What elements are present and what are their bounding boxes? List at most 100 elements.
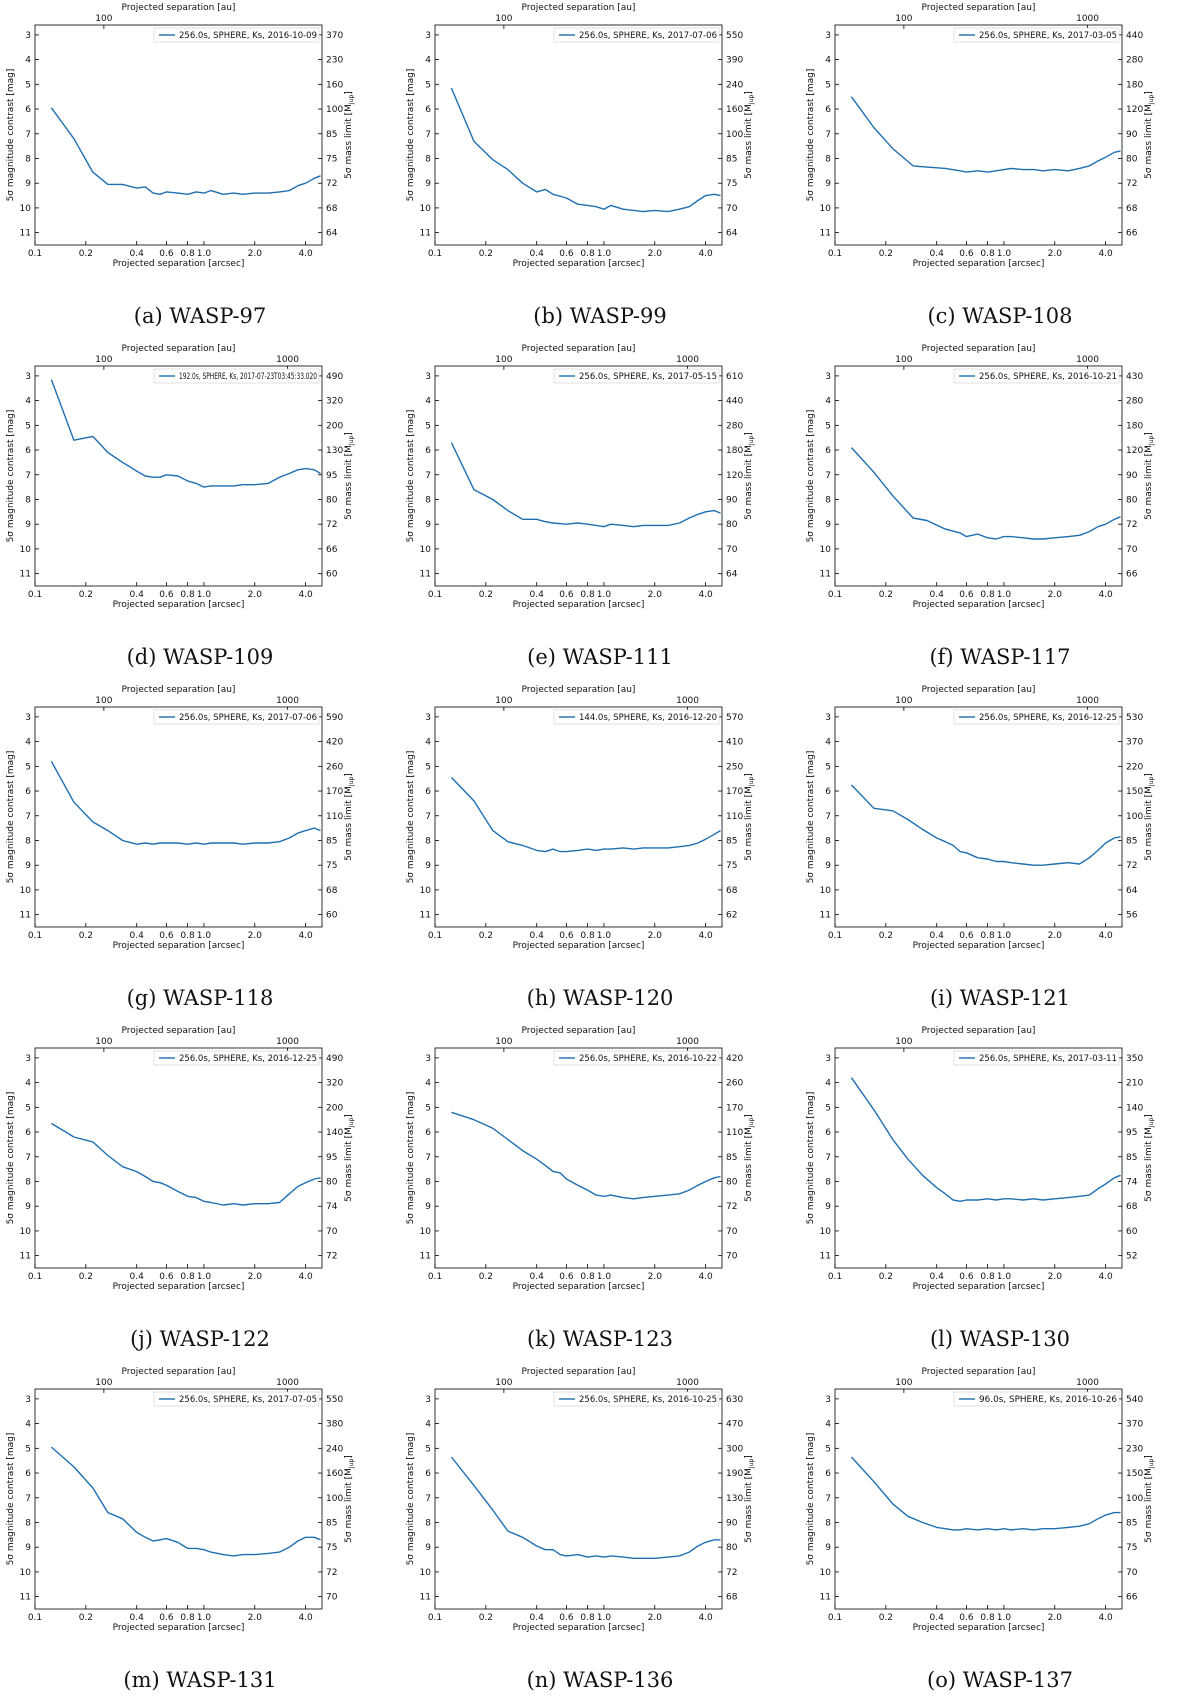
mass-tick-label: 68 bbox=[1126, 1202, 1138, 1212]
mass-tick-label: 72 bbox=[326, 1568, 337, 1578]
mass-tick-label: 150 bbox=[1126, 787, 1143, 797]
plot-frame bbox=[434, 1388, 723, 1610]
x-tick-label: 0.8 bbox=[180, 249, 195, 259]
y-tick-label: 9 bbox=[825, 520, 831, 530]
x-tick-label: 0.6 bbox=[159, 931, 174, 941]
y-tick-label: 11 bbox=[420, 229, 431, 239]
y-axis-label: 5σ magnitude contrast [mag] bbox=[806, 1092, 816, 1225]
legend-box bbox=[553, 1391, 720, 1407]
y-tick-label: 3 bbox=[25, 1395, 31, 1405]
x-tick-label: 0.4 bbox=[130, 590, 145, 600]
mass-tick-label: 85 bbox=[1126, 1153, 1137, 1163]
x-tick-label: 4.0 bbox=[698, 590, 713, 600]
legend-text: 256.0s, SPHERE, Ks, 2017-03-11 bbox=[979, 1054, 1117, 1064]
mass-tick-label: 56 bbox=[1126, 911, 1138, 921]
y-tick-label: 11 bbox=[820, 911, 831, 921]
x-tick-label: 0.4 bbox=[530, 1613, 545, 1623]
mass-tick-label: 170 bbox=[726, 1103, 743, 1113]
y-tick-label: 4 bbox=[425, 397, 431, 407]
y-tick-label: 3 bbox=[425, 372, 431, 382]
mass-tick-label: 60 bbox=[326, 911, 338, 921]
contrast-curve-line bbox=[50, 107, 321, 196]
au-tick-label: 1000 bbox=[1076, 696, 1099, 706]
x-tick-label: 1.0 bbox=[197, 249, 212, 259]
mass-tick-label: 66 bbox=[1126, 229, 1138, 239]
chart-svg-k: Projected separation [au] 100 1000 0.1 0.2 0.… bbox=[406, 1026, 755, 1292]
chart-svg-l: Projected separation [au] 100 0.1 0.2 0.4 0.6… bbox=[806, 1026, 1155, 1292]
y-tick-label: 5 bbox=[825, 80, 831, 90]
legend-box bbox=[553, 1050, 720, 1066]
contrast-curve-line bbox=[450, 1456, 721, 1560]
y-tick-label: 9 bbox=[425, 1543, 431, 1553]
x-tick-label: 0.1 bbox=[28, 1613, 42, 1623]
top-axis-label: Projected separation [au] bbox=[122, 685, 236, 695]
top-axis-label: Projected separation [au] bbox=[122, 1367, 236, 1377]
x-axis-label: Projected separation [arcsec] bbox=[513, 259, 645, 269]
y-tick-label: 8 bbox=[25, 495, 31, 505]
x-tick-label: 4.0 bbox=[698, 249, 713, 259]
mass-tick-label: 380 bbox=[326, 1420, 343, 1430]
x-tick-label: 0.4 bbox=[930, 590, 945, 600]
x-tick-label: 1.0 bbox=[597, 590, 612, 600]
panel-caption: (f) WASP-117 bbox=[929, 645, 1071, 669]
y-tick-label: 7 bbox=[425, 471, 431, 481]
chart-panel-h: Projected separation [au] 100 1000 0.1 0.2 0.… bbox=[400, 682, 800, 1023]
mass-tick-label: 72 bbox=[726, 1202, 737, 1212]
x-tick-label: 0.8 bbox=[980, 590, 995, 600]
y-tick-label: 8 bbox=[425, 836, 431, 846]
y-axis-label: 5σ magnitude contrast [mag] bbox=[406, 410, 416, 543]
mass-tick-label: 75 bbox=[1126, 1543, 1137, 1553]
au-tick-label: 1000 bbox=[276, 696, 299, 706]
panel-caption: (j) WASP-122 bbox=[130, 1327, 270, 1351]
legend-box bbox=[553, 368, 720, 384]
y-tick-label: 6 bbox=[425, 1128, 431, 1138]
chart-panel-k: Projected separation [au] 100 1000 0.1 0.2 0.… bbox=[400, 1023, 800, 1364]
x-tick-label: 0.2 bbox=[479, 590, 493, 600]
x-tick-label: 2.0 bbox=[648, 590, 663, 600]
legend-box bbox=[153, 27, 320, 43]
y-tick-label: 9 bbox=[425, 861, 431, 871]
y-tick-label: 7 bbox=[825, 471, 831, 481]
plot-frame bbox=[434, 706, 723, 928]
chart-panel-l: Projected separation [au] 100 0.1 0.2 0.4 0.6… bbox=[800, 1023, 1200, 1364]
mass-tick-label: 170 bbox=[326, 787, 343, 797]
plot-frame bbox=[834, 365, 1123, 587]
contrast-curve-line bbox=[50, 379, 321, 488]
mass-tick-label: 64 bbox=[726, 229, 738, 239]
y-tick-label: 7 bbox=[825, 130, 831, 140]
chart-panel-o: Projected separation [au] 100 1000 0.1 0.2 0.… bbox=[800, 1364, 1200, 1705]
y-tick-label: 3 bbox=[25, 31, 31, 41]
mass-tick-label: 440 bbox=[726, 397, 743, 407]
x-tick-label: 0.4 bbox=[930, 1613, 945, 1623]
mass-axis-label: 5σ mass limit [MJup] bbox=[1144, 432, 1155, 520]
y-tick-label: 11 bbox=[420, 911, 431, 921]
y-tick-label: 11 bbox=[820, 1252, 831, 1262]
x-tick-label: 4.0 bbox=[1098, 1272, 1113, 1282]
mass-tick-label: 95 bbox=[1126, 1128, 1137, 1138]
mass-tick-label: 85 bbox=[326, 836, 337, 846]
mass-tick-label: 470 bbox=[726, 1420, 743, 1430]
x-tick-label: 0.1 bbox=[28, 931, 42, 941]
mass-tick-label: 62 bbox=[726, 911, 737, 921]
x-tick-label: 4.0 bbox=[298, 931, 313, 941]
au-tick-label: 1000 bbox=[276, 1378, 299, 1388]
legend-text: 256.0s, SPHERE, Ks, 2017-07-05 bbox=[179, 1395, 317, 1405]
y-axis-label: 5σ magnitude contrast [mag] bbox=[806, 1433, 816, 1566]
y-tick-label: 9 bbox=[425, 520, 431, 530]
x-axis-label: Projected separation [arcsec] bbox=[513, 941, 645, 951]
mass-tick-label: 210 bbox=[1126, 1079, 1143, 1089]
mass-tick-label: 75 bbox=[326, 154, 337, 164]
au-tick-label: 100 bbox=[495, 355, 512, 365]
mass-tick-label: 75 bbox=[326, 861, 337, 871]
y-tick-label: 11 bbox=[420, 1593, 431, 1603]
mass-tick-label: 70 bbox=[1126, 545, 1138, 555]
x-tick-label: 0.8 bbox=[980, 931, 995, 941]
mass-tick-label: 280 bbox=[726, 421, 743, 431]
au-tick-label: 1000 bbox=[1076, 14, 1099, 24]
y-tick-label: 10 bbox=[820, 545, 832, 555]
mass-tick-label: 610 bbox=[726, 372, 743, 382]
y-tick-label: 10 bbox=[420, 886, 432, 896]
mass-tick-label: 68 bbox=[1126, 204, 1138, 214]
y-tick-label: 8 bbox=[25, 1518, 31, 1528]
x-tick-label: 0.1 bbox=[828, 590, 842, 600]
